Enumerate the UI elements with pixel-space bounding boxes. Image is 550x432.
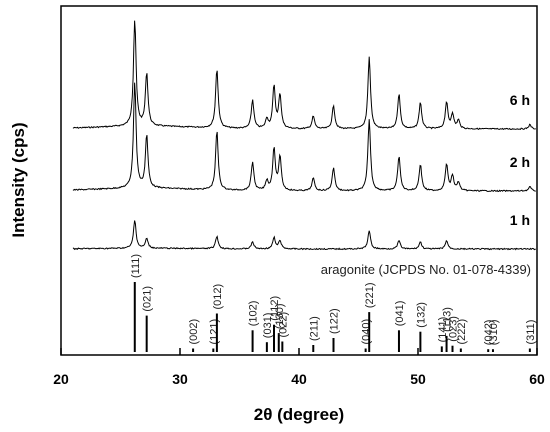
hkl-label: (012) bbox=[212, 284, 224, 310]
hkl-label: (041) bbox=[394, 301, 406, 327]
x-axis-title: 2θ (degree) bbox=[254, 405, 344, 424]
hkl-label: (031) bbox=[262, 313, 274, 339]
series-layer: 6 h 2 h 1 h bbox=[72, 20, 536, 251]
series-line bbox=[72, 220, 536, 251]
series-label: 6 h bbox=[510, 92, 530, 108]
series-label: 2 h bbox=[510, 154, 530, 170]
hkl-label: (311) bbox=[525, 320, 537, 345]
x-tick-label: 20 bbox=[53, 371, 69, 387]
reference-layer: (111)(021) (002) (121) (012) (102) (031)(112)… bbox=[130, 254, 537, 352]
hkl-label: (211) bbox=[308, 316, 320, 341]
plot-frame bbox=[60, 5, 538, 356]
series-line bbox=[72, 20, 536, 131]
x-ticks: 20 30 40 50 60 bbox=[53, 348, 545, 387]
x-tick-label: 50 bbox=[410, 371, 426, 387]
hkl-label: (122) bbox=[329, 308, 341, 334]
hkl-label: (310) bbox=[488, 320, 500, 346]
hkl-label: (042) bbox=[483, 320, 495, 346]
hkl-label: (113) bbox=[442, 307, 454, 332]
hkl-label: (021) bbox=[142, 286, 154, 312]
hkl-label: (022) bbox=[277, 312, 289, 338]
hkl-label: (221) bbox=[364, 282, 376, 308]
hkl-label: (023) bbox=[448, 316, 460, 342]
hkl-label: (222) bbox=[456, 319, 468, 345]
reference-label: aragonite (JCPDS No. 01-078-4339) bbox=[321, 262, 531, 277]
x-tick-label: 60 bbox=[529, 371, 545, 387]
hkl-label: (112) bbox=[269, 296, 281, 321]
hkl-label: (130) bbox=[274, 303, 286, 329]
x-tick-label: 40 bbox=[291, 371, 307, 387]
hkl-label: (002) bbox=[188, 319, 200, 345]
series-line bbox=[72, 82, 536, 193]
hkl-label: (040) bbox=[361, 319, 373, 345]
series-label: 1 h bbox=[510, 212, 530, 228]
x-tick-label: 30 bbox=[172, 371, 188, 387]
hkl-label: (132) bbox=[415, 302, 427, 328]
hkl-label: (102) bbox=[248, 301, 260, 327]
hkl-label: (121) bbox=[208, 319, 220, 345]
y-axis-title: Intensity (cps) bbox=[9, 122, 28, 237]
hkl-label: (111) bbox=[130, 254, 142, 278]
